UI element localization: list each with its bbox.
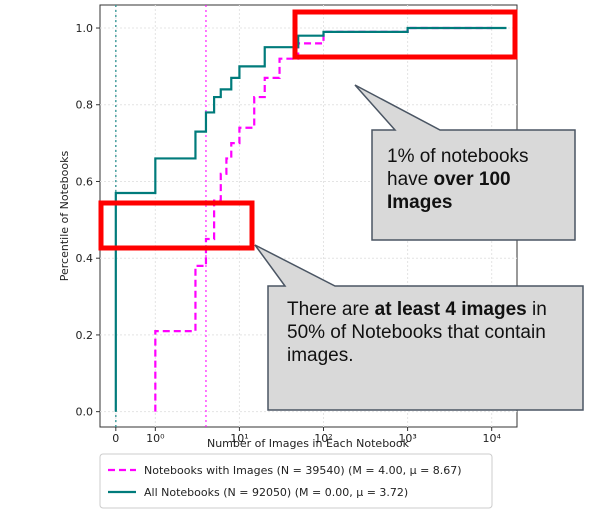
callout-bold: at least 4 images	[374, 299, 527, 320]
y-axis-label: Percentile of Notebooks	[58, 151, 71, 282]
x-tick-label: 10⁴	[482, 432, 501, 445]
y-tick-label: 0.8	[76, 99, 94, 112]
callout-text: There are	[287, 299, 375, 320]
x-axis-label: Number of Images in Each Notebook	[207, 437, 410, 450]
y-tick-label: 0.2	[76, 329, 94, 342]
x-tick-label: 10²	[314, 432, 332, 445]
x-tick-label: 10¹	[230, 432, 248, 445]
callout-1: 1% of notebooks have over 100 Images	[387, 145, 567, 214]
x-tick-label: 10⁰	[146, 432, 165, 445]
callout-shape	[354, 84, 576, 241]
y-tick-label: 1.0	[76, 22, 94, 35]
highlight-box	[98, 200, 255, 251]
callout-text: in 50% of Notebooks that contain images.	[287, 299, 547, 366]
callout-text: 1% of notebooks have	[387, 146, 529, 190]
x-tick-label: 10³	[398, 432, 416, 445]
legend-label: Notebooks with Images (N = 39540) (M = 4…	[144, 464, 462, 477]
callout-bold: over 100 Images	[387, 169, 511, 213]
y-tick-label: 0.4	[76, 252, 94, 265]
y-tick-label: 0.6	[76, 175, 94, 188]
x-tick-label: 0	[112, 432, 119, 445]
y-tick-label: 0.0	[76, 406, 94, 419]
highlight-box	[292, 9, 518, 60]
callout-shape	[254, 244, 584, 411]
legend-box	[99, 453, 493, 509]
callout-2: There are at least 4 images in 50% of No…	[287, 298, 572, 367]
step-line	[114, 26, 507, 412]
legend-label: All Notebooks (N = 92050) (M = 0.00, μ =…	[144, 486, 408, 499]
